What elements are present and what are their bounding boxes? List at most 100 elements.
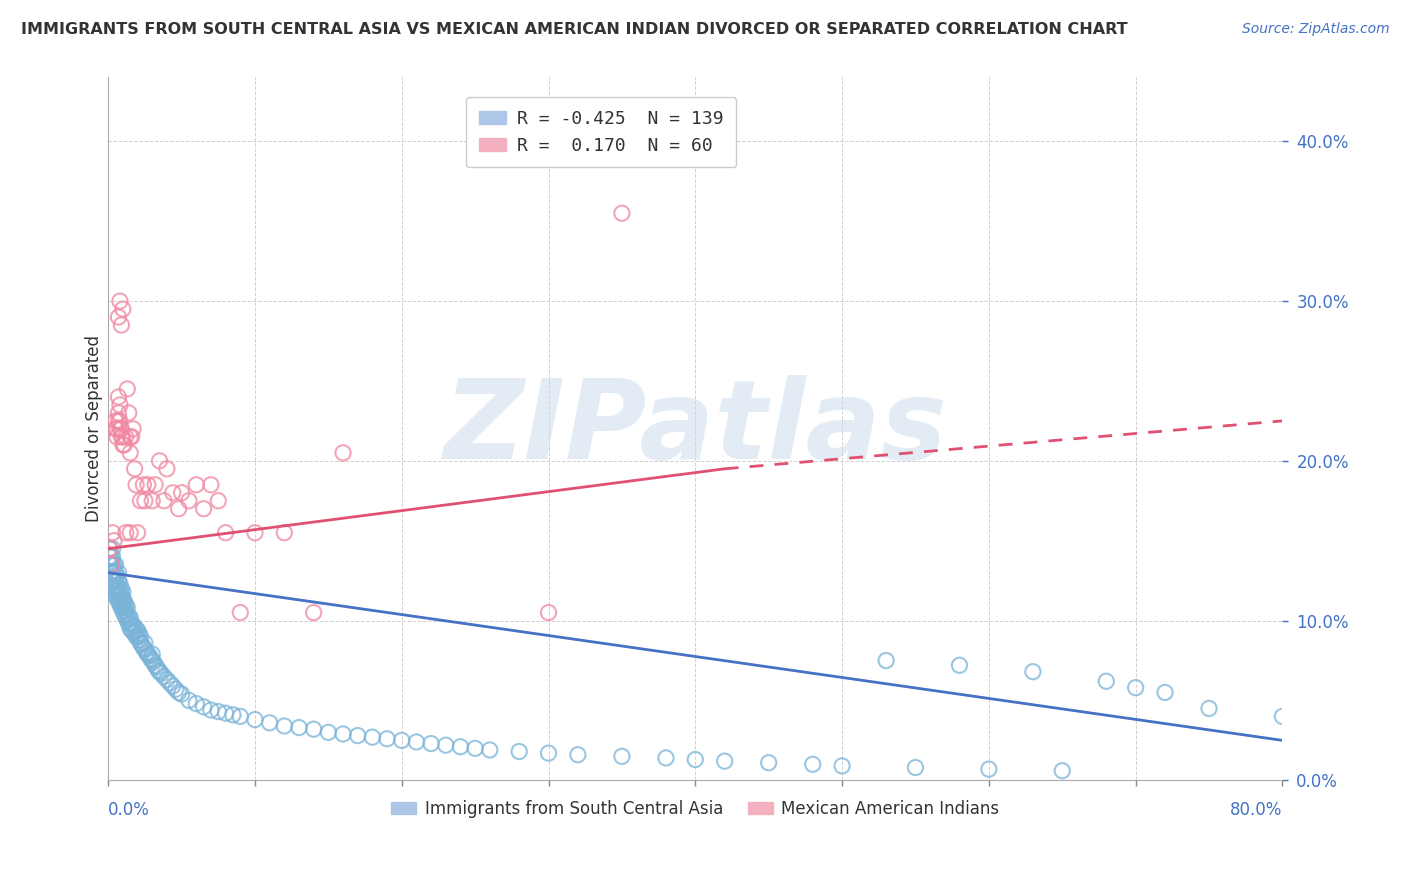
Point xyxy=(108,584,131,599)
Point xyxy=(107,566,129,580)
Point xyxy=(118,610,141,624)
Point xyxy=(713,754,735,768)
Point xyxy=(165,682,187,697)
Point xyxy=(143,658,166,673)
Point xyxy=(128,626,150,640)
Point xyxy=(332,446,354,460)
Point xyxy=(1125,681,1147,695)
Point xyxy=(114,610,136,624)
Point xyxy=(361,730,384,744)
Point xyxy=(207,493,229,508)
Point xyxy=(129,636,152,650)
Point xyxy=(537,606,560,620)
Point xyxy=(132,640,155,655)
Point xyxy=(110,582,132,596)
Point xyxy=(146,663,169,677)
Point xyxy=(114,430,136,444)
Point xyxy=(101,558,124,572)
Point xyxy=(107,582,129,596)
Point xyxy=(114,604,136,618)
Point xyxy=(101,549,124,564)
Point xyxy=(170,687,193,701)
Point xyxy=(259,715,281,730)
Point xyxy=(243,713,266,727)
Point xyxy=(145,660,167,674)
Point xyxy=(346,729,368,743)
Point xyxy=(122,618,145,632)
Point xyxy=(110,422,132,436)
Point xyxy=(375,731,398,746)
Point xyxy=(108,422,131,436)
Point xyxy=(111,598,134,612)
Point xyxy=(243,525,266,540)
Point xyxy=(127,630,149,644)
Point xyxy=(193,501,215,516)
Point xyxy=(948,658,970,673)
Point xyxy=(758,756,780,770)
Point xyxy=(129,630,152,644)
Text: 80.0%: 80.0% xyxy=(1230,801,1282,820)
Point xyxy=(117,382,139,396)
Point xyxy=(98,558,121,572)
Point xyxy=(110,318,132,332)
Point xyxy=(112,607,135,622)
Point xyxy=(141,647,163,661)
Point xyxy=(122,422,145,436)
Point xyxy=(107,406,129,420)
Point xyxy=(139,652,162,666)
Point xyxy=(162,485,184,500)
Point xyxy=(508,745,530,759)
Point xyxy=(104,582,127,596)
Point xyxy=(108,398,131,412)
Point xyxy=(273,525,295,540)
Point xyxy=(129,493,152,508)
Point xyxy=(167,685,190,699)
Point xyxy=(141,493,163,508)
Point xyxy=(107,310,129,324)
Point xyxy=(801,757,824,772)
Point xyxy=(125,630,148,644)
Point xyxy=(98,549,121,564)
Point xyxy=(100,558,122,572)
Point xyxy=(105,578,128,592)
Point xyxy=(214,706,236,721)
Point xyxy=(610,749,633,764)
Point xyxy=(200,703,222,717)
Point xyxy=(110,588,132,602)
Point xyxy=(104,566,127,580)
Point xyxy=(138,648,160,663)
Point xyxy=(105,584,128,599)
Point xyxy=(135,646,157,660)
Point xyxy=(1095,674,1118,689)
Point xyxy=(904,760,927,774)
Y-axis label: Divorced or Separated: Divorced or Separated xyxy=(86,335,103,523)
Text: IMMIGRANTS FROM SOUTH CENTRAL ASIA VS MEXICAN AMERICAN INDIAN DIVORCED OR SEPARA: IMMIGRANTS FROM SOUTH CENTRAL ASIA VS ME… xyxy=(21,22,1128,37)
Point xyxy=(110,600,132,615)
Point xyxy=(127,623,149,637)
Point xyxy=(111,301,134,316)
Point xyxy=(420,737,443,751)
Point xyxy=(118,616,141,631)
Point xyxy=(156,462,179,476)
Point xyxy=(125,477,148,491)
Point xyxy=(112,438,135,452)
Point xyxy=(117,607,139,622)
Point xyxy=(111,430,134,444)
Point xyxy=(124,462,146,476)
Point xyxy=(136,647,159,661)
Point xyxy=(148,454,170,468)
Point xyxy=(1022,665,1045,679)
Point xyxy=(214,525,236,540)
Point xyxy=(100,566,122,580)
Point xyxy=(170,485,193,500)
Point xyxy=(107,594,129,608)
Point xyxy=(134,636,156,650)
Point xyxy=(177,693,200,707)
Point xyxy=(101,525,124,540)
Point xyxy=(159,676,181,690)
Point xyxy=(110,430,132,444)
Legend: Immigrants from South Central Asia, Mexican American Indians: Immigrants from South Central Asia, Mexi… xyxy=(385,793,1007,825)
Point xyxy=(143,477,166,491)
Point xyxy=(105,430,128,444)
Point xyxy=(141,653,163,667)
